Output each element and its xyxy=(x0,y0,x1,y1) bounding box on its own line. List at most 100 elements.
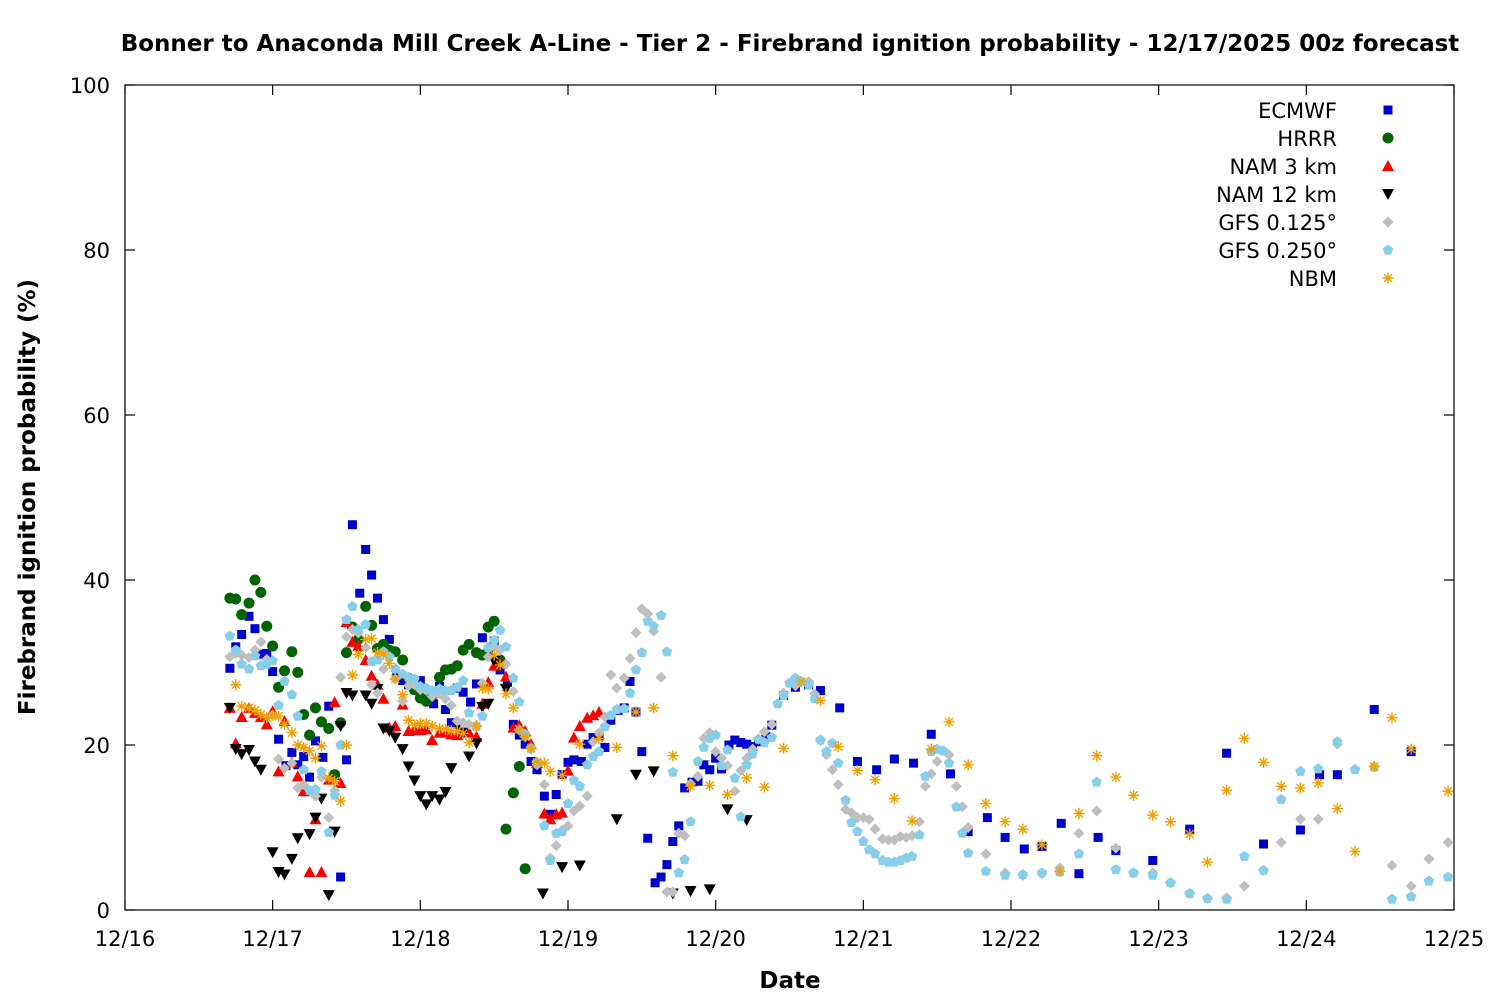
data-point-gfs-0-250 xyxy=(655,609,667,620)
data-point-hrrr xyxy=(360,600,372,612)
data-point-ecmwf xyxy=(355,588,365,598)
data-point-ecmwf xyxy=(287,747,297,757)
data-point-ecmwf xyxy=(1295,825,1305,835)
x-tick-label: 12/18 xyxy=(390,927,451,951)
data-point-nam-12-km xyxy=(285,853,298,865)
data-point-hrrr xyxy=(292,666,304,678)
data-point-gfs-0-250 xyxy=(630,664,642,675)
data-point-nam-3-km xyxy=(593,706,606,717)
data-point-gfs-0-125 xyxy=(882,834,894,846)
data-point-gfs-0-125 xyxy=(661,886,673,898)
data-point-nbm xyxy=(249,704,261,716)
data-point-ecmwf xyxy=(539,791,549,801)
data-point-nam-12-km xyxy=(322,890,335,902)
data-point-ecmwf xyxy=(816,686,826,696)
data-point-nam-12-km xyxy=(439,787,452,799)
data-point-ecmwf xyxy=(415,676,425,686)
data-point-ecmwf xyxy=(336,872,346,882)
data-point-gfs-0-250 xyxy=(556,826,568,837)
data-point-ecmwf xyxy=(637,747,647,757)
data-point-gfs-0-125 xyxy=(1386,859,1398,871)
data-point-nbm xyxy=(1275,780,1287,792)
data-point-gfs-0-250 xyxy=(1276,793,1287,804)
data-point-nam-12-km xyxy=(420,799,433,811)
data-point-nbm xyxy=(476,682,488,694)
data-point-nbm xyxy=(1184,828,1196,840)
data-point-gfs-0-250 xyxy=(347,600,358,611)
data-point-gfs-0-250 xyxy=(267,655,278,666)
data-point-nam-12-km xyxy=(383,725,396,737)
legend-marker-hrrr xyxy=(1382,132,1394,144)
data-point-gfs-0-250 xyxy=(457,675,469,686)
data-point-nam-12-km xyxy=(365,698,378,710)
data-point-hrrr xyxy=(513,760,525,772)
data-point-gfs-0-250 xyxy=(1349,764,1361,775)
data-point-ecmwf xyxy=(305,772,315,782)
data-point-nbm xyxy=(286,727,298,739)
data-point-gfs-0-250 xyxy=(1110,864,1122,875)
data-point-nam-12-km xyxy=(433,794,446,806)
data-point-nam-12-km xyxy=(396,744,409,756)
data-point-gfs-0-125 xyxy=(618,672,630,684)
data-point-ecmwf xyxy=(926,729,936,739)
data-point-nbm xyxy=(507,702,519,714)
data-point-nbm xyxy=(1312,777,1324,789)
data-point-nbm xyxy=(420,718,432,730)
data-point-nbm xyxy=(383,657,395,669)
data-point-nam-3-km xyxy=(544,813,557,825)
data-point-gfs-0-125 xyxy=(950,780,962,792)
data-point-nbm xyxy=(1073,807,1085,819)
data-point-nbm xyxy=(611,741,623,753)
data-point-hrrr xyxy=(243,597,255,609)
data-point-nbm xyxy=(329,775,341,787)
chart-title: Bonner to Anaconda Mill Creek A-Line - T… xyxy=(121,31,1460,57)
data-point-ecmwf xyxy=(582,739,592,749)
data-point-ecmwf xyxy=(1000,832,1010,842)
data-point-nbm xyxy=(685,780,697,792)
legend-marker-nam-12-km xyxy=(1382,189,1394,200)
data-point-nbm xyxy=(741,772,753,784)
data-point-nbm xyxy=(1091,750,1103,762)
data-point-gfs-0-125 xyxy=(1294,813,1306,825)
data-point-nbm xyxy=(1164,816,1176,828)
data-point-nbm xyxy=(273,710,285,722)
data-point-gfs-0-250 xyxy=(716,760,727,771)
data-point-gfs-0-250 xyxy=(1128,867,1139,878)
data-point-nam-12-km xyxy=(445,763,458,775)
data-point-nbm xyxy=(366,633,378,645)
x-tick-label: 12/16 xyxy=(95,927,156,951)
data-point-nbm xyxy=(414,718,426,730)
data-point-gfs-0-125 xyxy=(913,816,925,828)
y-axis-label: Firebrand ignition probability (%) xyxy=(15,279,41,715)
data-point-nbm xyxy=(1221,784,1233,796)
data-point-nbm xyxy=(1258,756,1270,768)
data-point-gfs-0-250 xyxy=(488,634,500,645)
data-point-ecmwf xyxy=(569,755,579,765)
data-point-hrrr xyxy=(315,716,327,728)
data-point-gfs-0-250 xyxy=(316,765,327,776)
data-point-gfs-0-250 xyxy=(937,745,949,756)
data-point-nam-12-km xyxy=(223,702,236,714)
data-point-nbm xyxy=(1405,743,1417,755)
data-point-ecmwf xyxy=(361,544,371,554)
data-point-gfs-0-250 xyxy=(869,848,881,859)
legend-label-nbm: NBM xyxy=(1289,267,1337,291)
data-point-ecmwf xyxy=(310,736,320,746)
y-tick-label: 100 xyxy=(70,74,110,98)
data-point-nam-3-km xyxy=(260,718,273,730)
data-point-ecmwf xyxy=(440,705,450,715)
data-point-gfs-0-125 xyxy=(679,830,691,842)
data-point-nbm xyxy=(962,759,974,771)
data-point-nam-3-km xyxy=(291,770,304,782)
data-point-hrrr xyxy=(230,593,242,605)
data-point-nam-12-km xyxy=(359,690,372,702)
data-point-gfs-0-250 xyxy=(243,663,255,674)
data-point-nam-12-km xyxy=(408,775,421,787)
data-point-gfs-0-125 xyxy=(931,756,943,767)
data-point-gfs-0-125 xyxy=(255,636,267,648)
data-point-nbm xyxy=(1349,845,1361,857)
data-point-hrrr xyxy=(309,702,321,714)
data-point-nam-3-km xyxy=(272,765,285,777)
data-point-ecmwf xyxy=(563,757,573,767)
data-point-gfs-0-250 xyxy=(741,759,752,770)
